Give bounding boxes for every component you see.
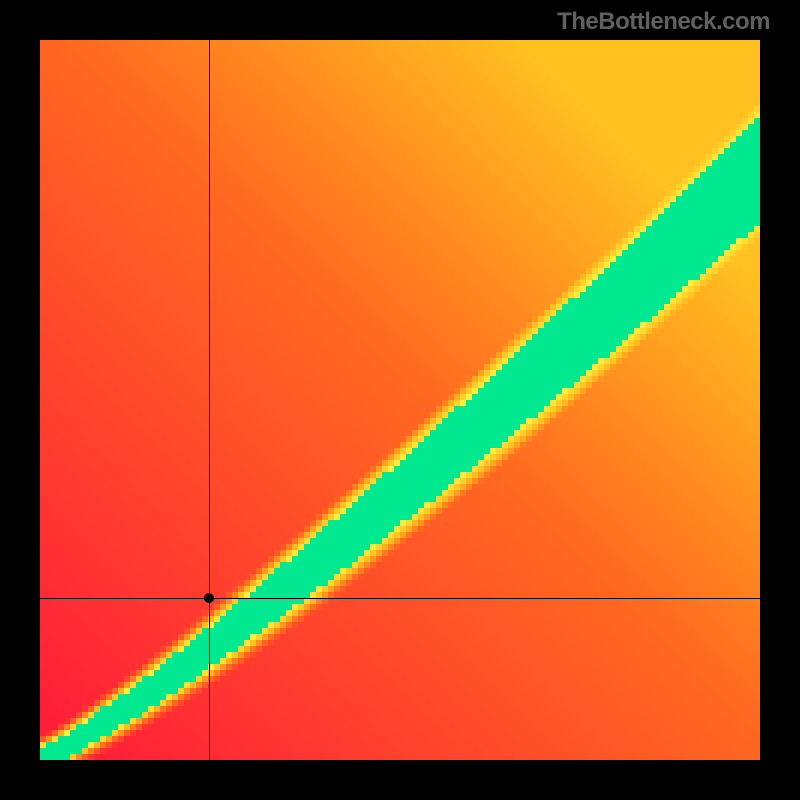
chart-container: TheBottleneck.com — [0, 0, 800, 800]
selection-marker[interactable] — [204, 593, 214, 603]
crosshair-horizontal — [40, 598, 760, 599]
bottleneck-heatmap — [40, 40, 760, 760]
plot-area — [40, 40, 760, 760]
crosshair-vertical — [209, 40, 210, 760]
watermark-text: TheBottleneck.com — [557, 8, 770, 36]
